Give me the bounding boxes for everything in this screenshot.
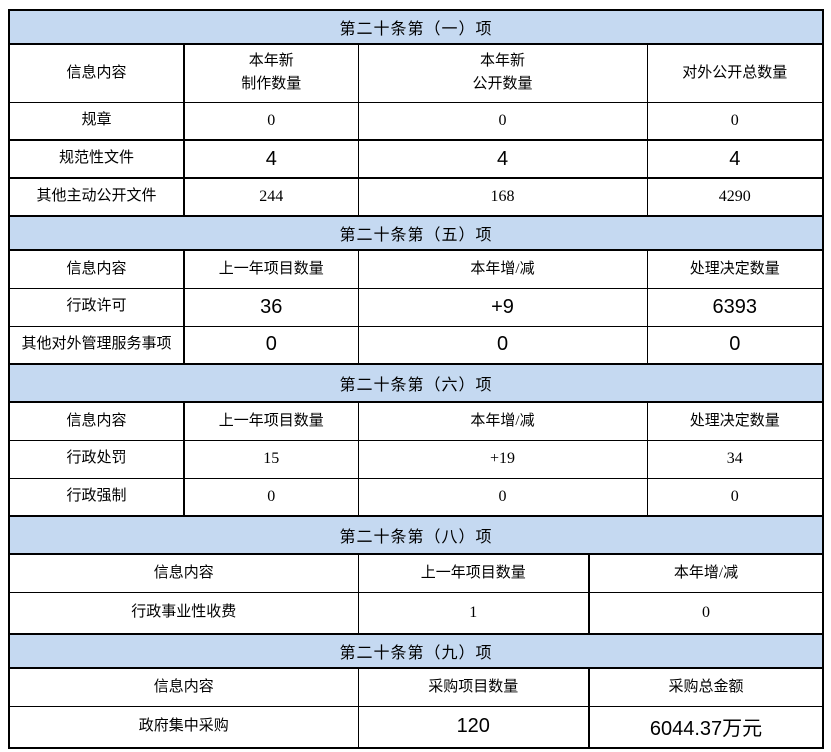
cell-value: 0 — [357, 325, 648, 365]
column-header: 信息内容 — [8, 249, 185, 289]
row-label: 政府集中采购 — [8, 705, 359, 749]
column-header: 上一年项目数量 — [183, 249, 359, 289]
column-header: 本年增/减 — [357, 249, 648, 289]
column-header: 采购总金额 — [588, 667, 824, 707]
section-title: 第二十条第（五）项 — [8, 215, 824, 251]
cell-value: 4 — [646, 139, 824, 179]
row-label: 其他主动公开文件 — [8, 177, 185, 217]
column-header: 上一年项目数量 — [183, 401, 359, 441]
row-label: 行政强制 — [8, 477, 185, 517]
section-title: 第二十条第（六）项 — [8, 363, 824, 403]
table-row: 其他主动公开文件 244 168 4290 — [8, 177, 824, 217]
row-label: 行政许可 — [8, 287, 185, 327]
cell-value: 0 — [646, 325, 824, 365]
table-row: 行政许可 36 +9 6393 — [8, 287, 824, 327]
section-title: 第二十条第（八）项 — [8, 515, 824, 555]
column-header: 本年新 公开数量 — [357, 43, 648, 103]
row-label: 规范性文件 — [8, 139, 185, 179]
cell-value: 0 — [357, 477, 648, 517]
section-title: 第二十条第（九）项 — [8, 633, 824, 669]
cell-value: 0 — [646, 477, 824, 517]
cell-value: 0 — [183, 325, 359, 365]
table-row: 规范性文件 4 4 4 — [8, 139, 824, 179]
cell-value: 0 — [646, 101, 824, 141]
cell-value: 4 — [357, 139, 648, 179]
cell-value: 0 — [357, 101, 648, 141]
table-row: 政府集中采购 120 6044.37万元 — [8, 705, 824, 749]
section-title: 第二十条第（一）项 — [8, 9, 824, 45]
cell-value: 34 — [646, 439, 824, 479]
row-label: 规章 — [8, 101, 185, 141]
table-row: 行政事业性收费 1 0 — [8, 591, 824, 635]
section-table-article20-item9: 第二十条第（九）项 信息内容 采购项目数量 采购总金额 政府集中采购 120 6… — [8, 633, 825, 749]
cell-value: 0 — [588, 591, 824, 635]
column-header: 本年增/减 — [357, 401, 648, 441]
cell-value: 0 — [183, 477, 359, 517]
column-header: 对外公开总数量 — [646, 43, 824, 103]
cell-value: +9 — [357, 287, 648, 327]
cell-value: 15 — [183, 439, 359, 479]
section-table-article20-item1: 第二十条第（一）项 信息内容 本年新 制作数量 本年新 公开数量 对外公开总数量… — [8, 9, 825, 217]
column-header: 处理决定数量 — [646, 401, 824, 441]
row-label: 其他对外管理服务事项 — [8, 325, 185, 365]
cell-value: 6044.37万元 — [588, 705, 824, 749]
column-header: 处理决定数量 — [646, 249, 824, 289]
section-table-article20-item6: 第二十条第（六）项 信息内容 上一年项目数量 本年增/减 处理决定数量 行政处罚… — [8, 363, 825, 517]
cell-value: 36 — [183, 287, 359, 327]
column-header: 采购项目数量 — [357, 667, 590, 707]
cell-value: 4 — [183, 139, 359, 179]
table-row: 行政强制 0 0 0 — [8, 477, 824, 517]
row-label: 行政事业性收费 — [8, 591, 359, 635]
cell-value: 168 — [357, 177, 648, 217]
column-header: 本年增/减 — [588, 553, 824, 593]
cell-value: 0 — [183, 101, 359, 141]
column-header: 信息内容 — [8, 667, 359, 707]
cell-value: 6393 — [646, 287, 824, 327]
cell-value: +19 — [357, 439, 648, 479]
section-table-article20-item8: 第二十条第（八）项 信息内容 上一年项目数量 本年增/减 行政事业性收费 1 0 — [8, 515, 825, 635]
column-header: 信息内容 — [8, 401, 185, 441]
cell-value: 244 — [183, 177, 359, 217]
table-row: 规章 0 0 0 — [8, 101, 824, 141]
table-row: 行政处罚 15 +19 34 — [8, 439, 824, 479]
section-table-article20-item5: 第二十条第（五）项 信息内容 上一年项目数量 本年增/减 处理决定数量 行政许可… — [8, 215, 825, 365]
column-header: 本年新 制作数量 — [183, 43, 359, 103]
cell-value: 120 — [357, 705, 590, 749]
cell-value: 1 — [357, 591, 590, 635]
column-header: 上一年项目数量 — [357, 553, 590, 593]
table-row: 其他对外管理服务事项 0 0 0 — [8, 325, 824, 365]
column-header: 信息内容 — [8, 43, 185, 103]
column-header: 信息内容 — [8, 553, 359, 593]
row-label: 行政处罚 — [8, 439, 185, 479]
cell-value: 4290 — [646, 177, 824, 217]
